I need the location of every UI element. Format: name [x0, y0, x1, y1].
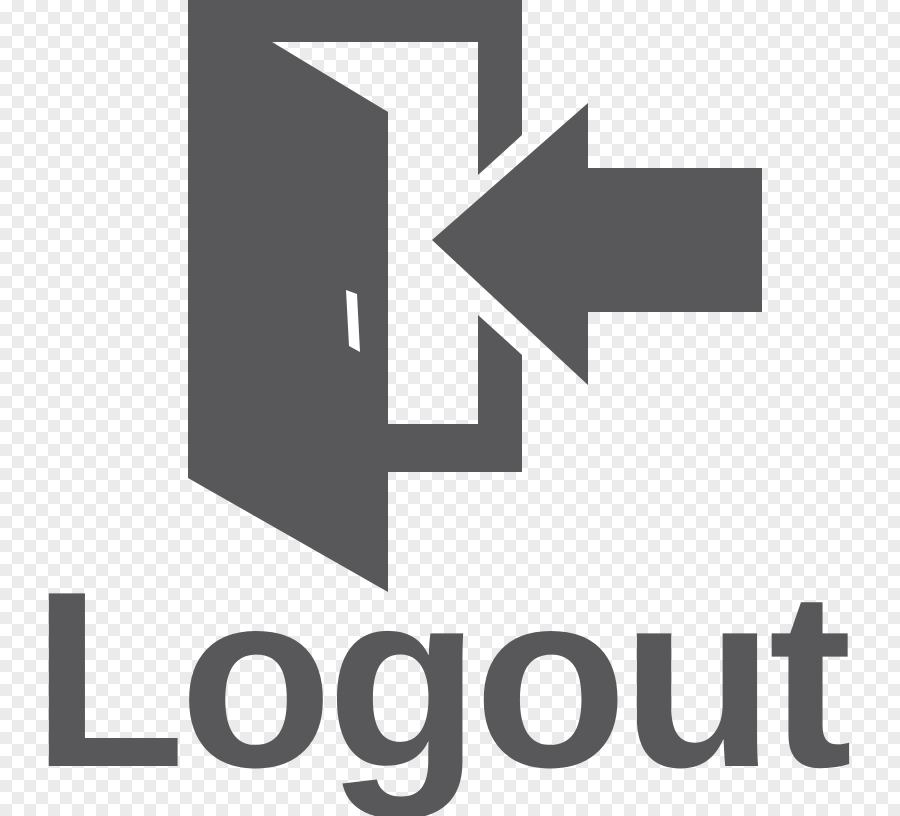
logout-door-arrow-icon	[188, 0, 762, 592]
door-handle-shape	[346, 290, 360, 352]
arrow-shape	[432, 103, 762, 385]
door-leaf-shape	[188, 0, 388, 592]
logout-label: Logout	[32, 540, 852, 816]
